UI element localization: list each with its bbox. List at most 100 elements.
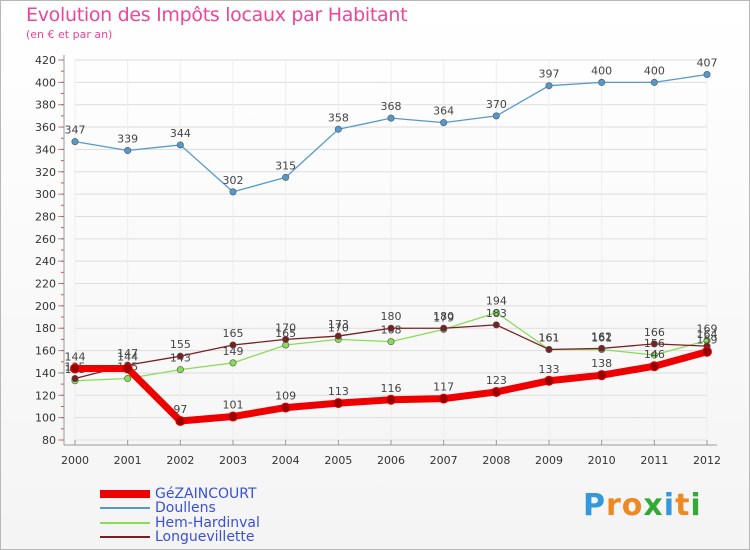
y-tick-label: 180 [35, 322, 56, 335]
x-tick-label: 2009 [535, 454, 563, 467]
data-point-longuevillette [545, 345, 553, 353]
data-point-gezaincourt [702, 346, 712, 357]
data-point-longuevillette [387, 324, 395, 332]
x-tick-label: 2001 [114, 454, 142, 467]
legend-label-hem-hardinval: Hem-Hardinval [155, 515, 260, 531]
data-label-hem-hardinval: 161 [539, 331, 560, 344]
data-label-longuevillette: 166 [644, 326, 665, 339]
data-point-doullens [492, 112, 500, 120]
data-point-hem-hardinval [124, 375, 132, 383]
data-label-longuevillette: 164 [697, 328, 718, 341]
data-label-longuevillette: 155 [170, 338, 191, 351]
y-tick-label: 340 [35, 143, 56, 156]
y-tick-label: 420 [35, 54, 56, 67]
data-point-gezaincourt [386, 394, 396, 405]
logo-letter: i [663, 488, 676, 523]
logo-letter: P [583, 488, 606, 523]
data-label-gezaincourt: 159 [697, 334, 718, 347]
logo-letter: o [621, 488, 644, 523]
data-label-longuevillette: 165 [223, 327, 244, 340]
data-point-doullens [176, 141, 184, 149]
data-point-longuevillette [176, 352, 184, 360]
data-point-gezaincourt [438, 393, 449, 404]
data-label-hem-hardinval: 165 [275, 327, 296, 340]
data-label-gezaincourt: 101 [223, 399, 244, 412]
x-tick-label: 2006 [377, 454, 405, 467]
logo-letter: i [690, 488, 702, 523]
data-label-hem-hardinval: 149 [223, 345, 244, 358]
y-tick-label: 120 [35, 389, 56, 402]
data-label-longuevillette: 170 [275, 321, 296, 334]
data-label-gezaincourt: 146 [644, 348, 665, 361]
x-tick-label: 2004 [272, 454, 300, 467]
data-point-longuevillette [440, 324, 448, 332]
data-label-longuevillette: 173 [328, 318, 349, 331]
logo-letter: x [643, 488, 664, 523]
data-point-doullens [387, 114, 395, 122]
y-tick-label: 280 [35, 210, 56, 223]
data-label-doullens: 347 [65, 124, 86, 137]
data-point-longuevillette [282, 335, 290, 343]
data-point-hem-hardinval [176, 366, 184, 374]
data-label-gezaincourt: 109 [275, 390, 296, 403]
y-tick-label: 300 [35, 188, 56, 201]
data-label-gezaincourt: 144 [65, 350, 86, 363]
x-tick-label: 2011 [640, 454, 668, 467]
data-label-hem-hardinval: 169 [697, 323, 718, 336]
data-point-gezaincourt [544, 375, 554, 386]
data-label-longuevillette: 180 [381, 310, 402, 323]
data-label-doullens: 400 [644, 64, 665, 77]
data-point-longuevillette [598, 344, 606, 352]
data-point-longuevillette [71, 375, 79, 383]
x-tick-label: 2003 [219, 454, 247, 467]
data-point-longuevillette [334, 332, 342, 340]
data-label-hem-hardinval: 179 [433, 311, 454, 324]
data-point-longuevillette [229, 341, 237, 349]
data-point-doullens [124, 147, 132, 155]
y-tick-label: 320 [35, 166, 56, 179]
data-point-doullens [650, 78, 658, 86]
data-point-doullens [545, 82, 553, 90]
legend-swatch-longuevillette [100, 536, 150, 538]
data-label-doullens: 339 [117, 133, 138, 146]
data-label-doullens: 407 [697, 57, 718, 70]
y-tick-label: 140 [35, 367, 56, 380]
data-label-gezaincourt: 97 [173, 403, 187, 416]
data-label-gezaincourt: 116 [381, 382, 402, 395]
data-label-gezaincourt: 133 [539, 363, 560, 376]
data-point-gezaincourt [175, 416, 186, 426]
x-tick-label: 2008 [482, 454, 510, 467]
legend-label-doullens: Doullens [155, 500, 216, 516]
y-tick-label: 260 [35, 233, 56, 246]
data-point-doullens [703, 71, 711, 79]
data-point-gezaincourt [333, 398, 344, 409]
x-tick-label: 2007 [430, 454, 458, 467]
logo-letter: r [606, 488, 622, 523]
y-tick-label: 360 [35, 121, 56, 134]
data-label-hem-hardinval: 170 [328, 321, 349, 334]
data-label-longuevillette: 161 [539, 331, 560, 344]
data-point-doullens [71, 138, 79, 146]
data-label-longuevillette: 183 [486, 307, 507, 320]
y-tick-label: 220 [35, 278, 56, 291]
y-tick-label: 380 [35, 99, 56, 112]
data-point-gezaincourt [649, 361, 660, 372]
data-label-doullens: 344 [170, 127, 191, 140]
data-point-longuevillette [650, 340, 658, 348]
data-point-hem-hardinval [229, 359, 237, 367]
data-point-gezaincourt [280, 402, 291, 413]
proxiti-logo: Proxiti [583, 488, 702, 523]
y-tick-label: 240 [35, 255, 56, 268]
data-point-doullens [440, 119, 448, 127]
chart-subtitle: (en € et par an) [26, 28, 113, 41]
data-point-longuevillette [492, 321, 500, 329]
data-label-gezaincourt: 138 [591, 357, 612, 370]
y-tick-label: 80 [42, 434, 56, 447]
data-label-longuevillette: 180 [433, 310, 454, 323]
legend-swatch-hem-hardinval [100, 522, 150, 524]
data-label-hem-hardinval: 194 [486, 295, 507, 308]
y-tick-label: 160 [35, 345, 56, 358]
data-point-hem-hardinval [387, 338, 395, 346]
